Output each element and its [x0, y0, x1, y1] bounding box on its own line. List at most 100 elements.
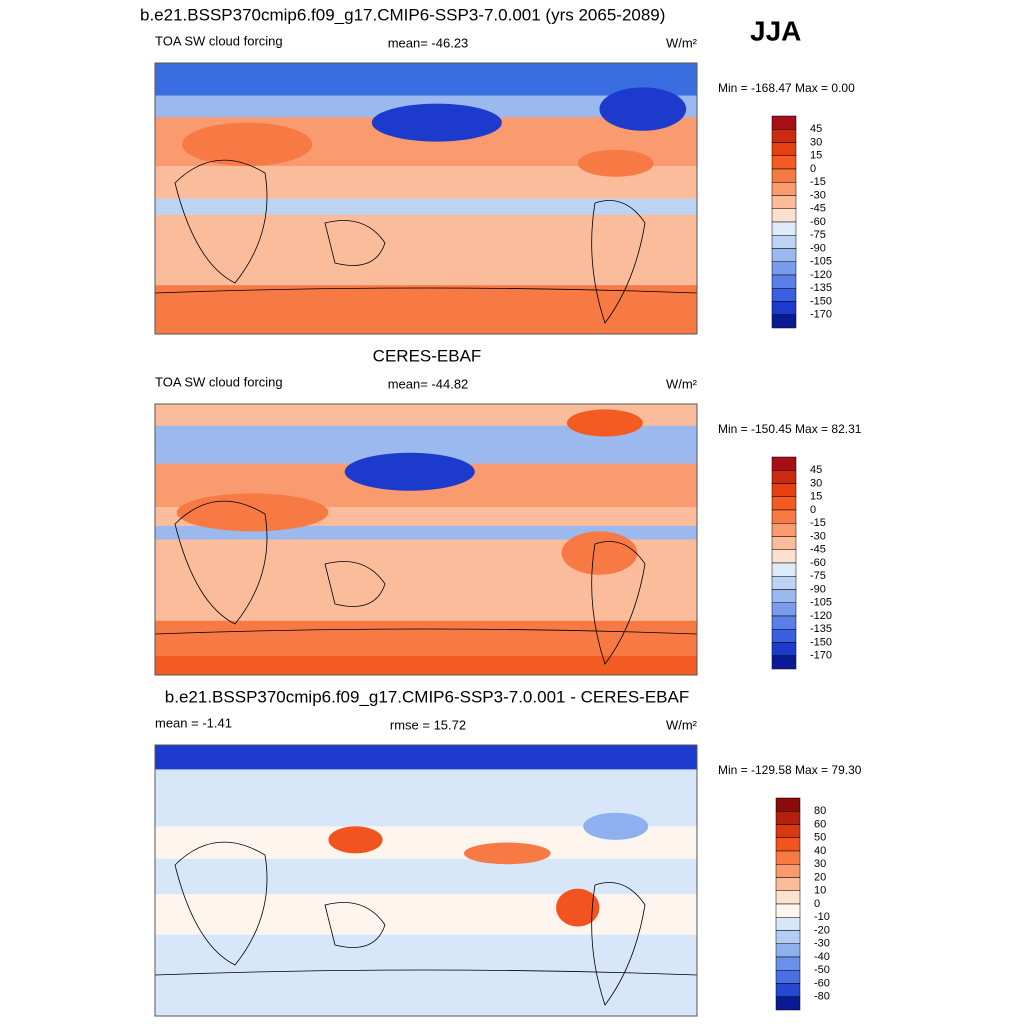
map-frame [154, 62, 698, 335]
map-band [155, 620, 697, 658]
colorbar-box [775, 850, 801, 865]
colorbar-label: -120 [810, 610, 832, 622]
units: W/m² [666, 376, 698, 391]
colorbar-label: -90 [810, 242, 826, 254]
colorbar-box [775, 970, 801, 984]
colorbar-box [771, 655, 797, 670]
map-frame [154, 744, 698, 1017]
map-region [463, 842, 551, 865]
colorbar-box [771, 456, 797, 471]
colorbar-label: 50 [814, 832, 826, 844]
colorbar-box [771, 509, 797, 524]
colorbar-label: 20 [814, 871, 826, 883]
colorbar-box [775, 903, 801, 918]
panel-title: CERES-EBAF [373, 346, 482, 365]
map-band [155, 858, 697, 896]
colorbar-box [775, 797, 801, 812]
colorbar-box [771, 576, 797, 590]
colorbar-label: -170 [810, 650, 832, 662]
colorbar-label: 0 [814, 898, 820, 910]
map-fill [155, 745, 697, 1016]
colorbar-label: 30 [810, 477, 822, 489]
colorbar-box [771, 155, 797, 170]
map-region [182, 122, 313, 166]
colorbar-label: -15 [810, 517, 826, 529]
colorbar-box [775, 811, 801, 825]
colorbar-box [771, 182, 797, 196]
colorbar-label: 0 [810, 504, 816, 516]
colorbar-box [771, 115, 797, 130]
colorbar-box [771, 523, 797, 537]
colorbar-box [771, 235, 797, 249]
colorbar-box [775, 996, 801, 1011]
colorbar-box [771, 208, 797, 223]
map-region [561, 531, 638, 575]
coastline [324, 561, 386, 607]
colorbar-label: -30 [810, 530, 826, 542]
colorbar-box [771, 142, 797, 156]
coastline [155, 628, 697, 635]
colorbar-box [771, 536, 797, 550]
colorbar-box [775, 824, 801, 838]
colorbar-label: -105 [810, 597, 832, 609]
units: W/m² [666, 717, 698, 732]
colorbar-label: -10 [814, 911, 830, 923]
panel-center-label: mean= -46.23 [388, 35, 469, 50]
map-region [176, 493, 329, 532]
colorbar-box [771, 301, 797, 315]
colorbar-box [771, 314, 797, 329]
colorbar-label: -150 [810, 295, 832, 307]
colorbar-label: -60 [810, 557, 826, 569]
colorbar-box [775, 956, 801, 971]
coastline [174, 159, 268, 284]
season: JJA [750, 15, 801, 46]
map-band [155, 656, 697, 675]
colorbar-box [771, 288, 797, 302]
coastline [155, 287, 697, 294]
colorbar-box [775, 837, 801, 852]
map-region [583, 812, 649, 840]
colorbar-label: 45 [810, 464, 822, 476]
colorbar-box [775, 877, 801, 891]
colorbar-label: 45 [810, 123, 822, 135]
panel-left-label: mean = -1.41 [155, 715, 232, 730]
colorbar-label: -30 [810, 189, 826, 201]
colorbar-label: 15 [810, 150, 822, 162]
coastline [324, 220, 386, 266]
coastline [174, 841, 268, 966]
colorbar-label: 30 [810, 136, 822, 148]
colorbar-box [771, 629, 797, 643]
panel-title: b.e21.BSSP370cmip6.f09_g17.CMIP6-SSP3-7.… [165, 687, 689, 706]
panel-center-label: mean= -44.82 [388, 376, 469, 391]
colorbar-label: -170 [810, 309, 832, 321]
map-band [155, 745, 697, 771]
colorbar-label: -135 [810, 623, 832, 635]
coastline [591, 541, 646, 665]
colorbar-label: -15 [810, 176, 826, 188]
colorbar-label: -45 [810, 544, 826, 556]
colorbar-box [775, 890, 801, 905]
map-band [155, 525, 697, 541]
colorbar-box [775, 864, 801, 878]
colorbar-box [771, 496, 797, 511]
colorbar-label: -75 [810, 229, 826, 241]
map-region [371, 103, 502, 142]
min-max: Min = -129.58 Max = 79.30 [718, 763, 862, 777]
colorbar-box [771, 195, 797, 209]
map-region [556, 888, 600, 927]
map [154, 62, 698, 335]
colorbar-box [771, 168, 797, 183]
map-region [599, 87, 687, 131]
map-frame [154, 403, 698, 676]
colorbar-label: -105 [810, 256, 832, 268]
coastline [591, 200, 646, 324]
main-title: b.e21.BSSP370cmip6.f09_g17.CMIP6-SSP3-7.… [140, 5, 665, 24]
min-max: Min = -150.45 Max = 82.31 [718, 422, 862, 436]
colorbar-label: -40 [814, 951, 830, 963]
colorbar-label: 0 [810, 163, 816, 175]
colorbar-label: 80 [814, 805, 826, 817]
map-band [155, 934, 697, 1016]
colorbar-box [771, 589, 797, 603]
colorbar-label: -135 [810, 282, 832, 294]
map-band [155, 214, 697, 287]
